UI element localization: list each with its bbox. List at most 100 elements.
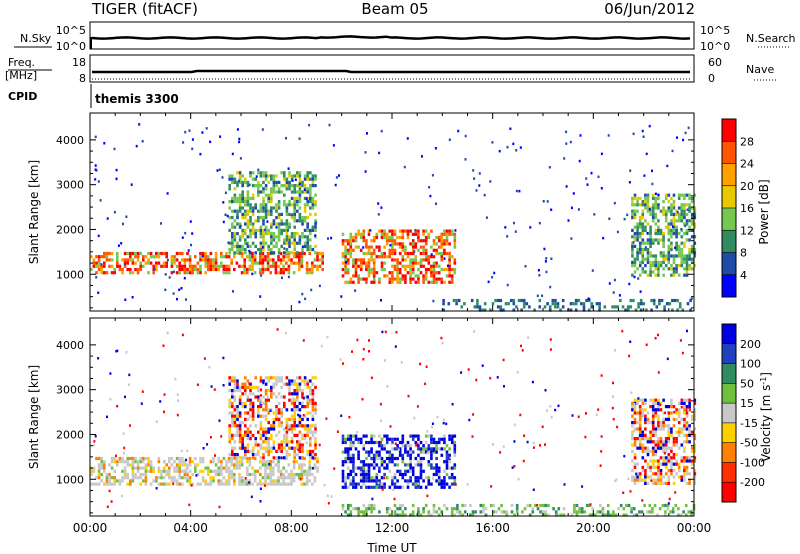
echo-cell: [244, 177, 247, 181]
echo-cell: [259, 414, 263, 418]
echo-cell: [244, 453, 247, 457]
echo-cell: [268, 463, 271, 466]
echo-cell: [309, 244, 312, 248]
echo-cell: [241, 193, 244, 197]
echo-cell: [311, 382, 315, 386]
echo-cell: [678, 302, 682, 306]
echo-cell: [123, 472, 127, 477]
velocity-panel-frame: [89, 317, 695, 517]
echo-cell: [649, 270, 652, 274]
echo-cell: [264, 216, 268, 220]
echo-cell: [232, 290, 234, 293]
echo-cell: [688, 401, 691, 405]
echo-cell: [288, 382, 291, 386]
echo-cell: [380, 441, 383, 444]
echo-cell: [259, 216, 263, 220]
echo-cell: [658, 298, 661, 303]
echo-cell: [272, 184, 276, 188]
echo-cell: [314, 174, 317, 178]
echo-cell: [136, 251, 140, 256]
echo-cell: [541, 510, 545, 514]
echo-cell: [693, 411, 697, 415]
echo-cell: [228, 433, 231, 437]
echo-cell: [424, 277, 428, 281]
echo-cell: [664, 449, 668, 453]
echo-cell: [424, 239, 428, 243]
echo-cell: [443, 469, 446, 473]
echo-cell: [685, 437, 689, 441]
echo-cell: [267, 398, 270, 402]
echo-cell: [693, 469, 697, 473]
echo-cell: [365, 463, 368, 467]
echo-cell: [352, 476, 355, 480]
echo-cell: [185, 458, 188, 462]
echo-cell: [385, 434, 389, 438]
echo-cell: [238, 401, 242, 405]
echo-cell: [298, 472, 301, 477]
echo-cell: [314, 177, 317, 181]
echo-cell: [453, 466, 457, 470]
echo-cell: [181, 460, 184, 464]
echo-cell: [596, 510, 600, 514]
echo-cell: [257, 193, 260, 197]
echo-cell: [259, 203, 263, 207]
echo-cell: [672, 206, 676, 210]
echo-cell: [633, 481, 637, 485]
echo-cell: [272, 427, 276, 431]
echo-cell: [269, 463, 272, 467]
echo-cell: [285, 219, 289, 223]
echo-cell: [654, 222, 658, 226]
echo-cell: [285, 209, 289, 213]
echo-cell: [659, 408, 663, 412]
echo-cell: [142, 255, 145, 259]
echo-cell: [196, 482, 200, 486]
echo-cell: [667, 437, 671, 441]
echo-cell: [578, 510, 581, 514]
echo-cell: [449, 456, 452, 460]
echo-cell: [641, 228, 645, 232]
echo-cell: [631, 264, 634, 268]
echo-cell: [549, 405, 552, 408]
echo-cell: [631, 248, 634, 252]
echo-cell: [155, 420, 158, 423]
echo-cell: [688, 481, 691, 485]
echo-cell: [90, 469, 93, 473]
echo-cell: [649, 228, 652, 232]
echo-cell: [693, 437, 697, 441]
echo-cell: [348, 415, 351, 419]
echo-cell: [262, 433, 265, 437]
echo-cell: [440, 453, 444, 457]
echo-cell: [327, 237, 329, 240]
echo-cell: [671, 510, 675, 514]
echo-cell: [226, 214, 229, 218]
echo-cell: [646, 446, 650, 450]
echo-cell: [445, 251, 449, 256]
echo-cell: [641, 232, 645, 236]
echo-cell: [646, 481, 650, 485]
echo-cell: [254, 232, 257, 236]
echo-cell: [443, 232, 446, 236]
echo-cell: [285, 443, 289, 447]
echo-cell: [430, 466, 433, 470]
echo-cell: [396, 264, 399, 268]
echo-cell: [651, 260, 655, 264]
echo-cell: [659, 475, 663, 479]
echo-cell: [341, 251, 345, 256]
echo-cell: [435, 450, 438, 454]
echo-cell: [248, 481, 251, 484]
echo-cell: [631, 449, 634, 453]
echo-cell: [296, 440, 299, 444]
echo-cell: [664, 437, 668, 441]
echo-cell: [481, 308, 484, 312]
echo-cell: [359, 267, 363, 272]
echo-cell: [231, 379, 234, 383]
echo-cell: [651, 411, 655, 415]
echo-cell: [354, 472, 358, 477]
echo-cell: [557, 513, 561, 517]
echo-cell: [309, 427, 312, 431]
echo-cell: [298, 466, 301, 470]
echo-cell: [251, 414, 255, 418]
echo-cell: [641, 225, 645, 229]
echo-cell: [659, 232, 663, 236]
echo-cell: [196, 261, 200, 265]
